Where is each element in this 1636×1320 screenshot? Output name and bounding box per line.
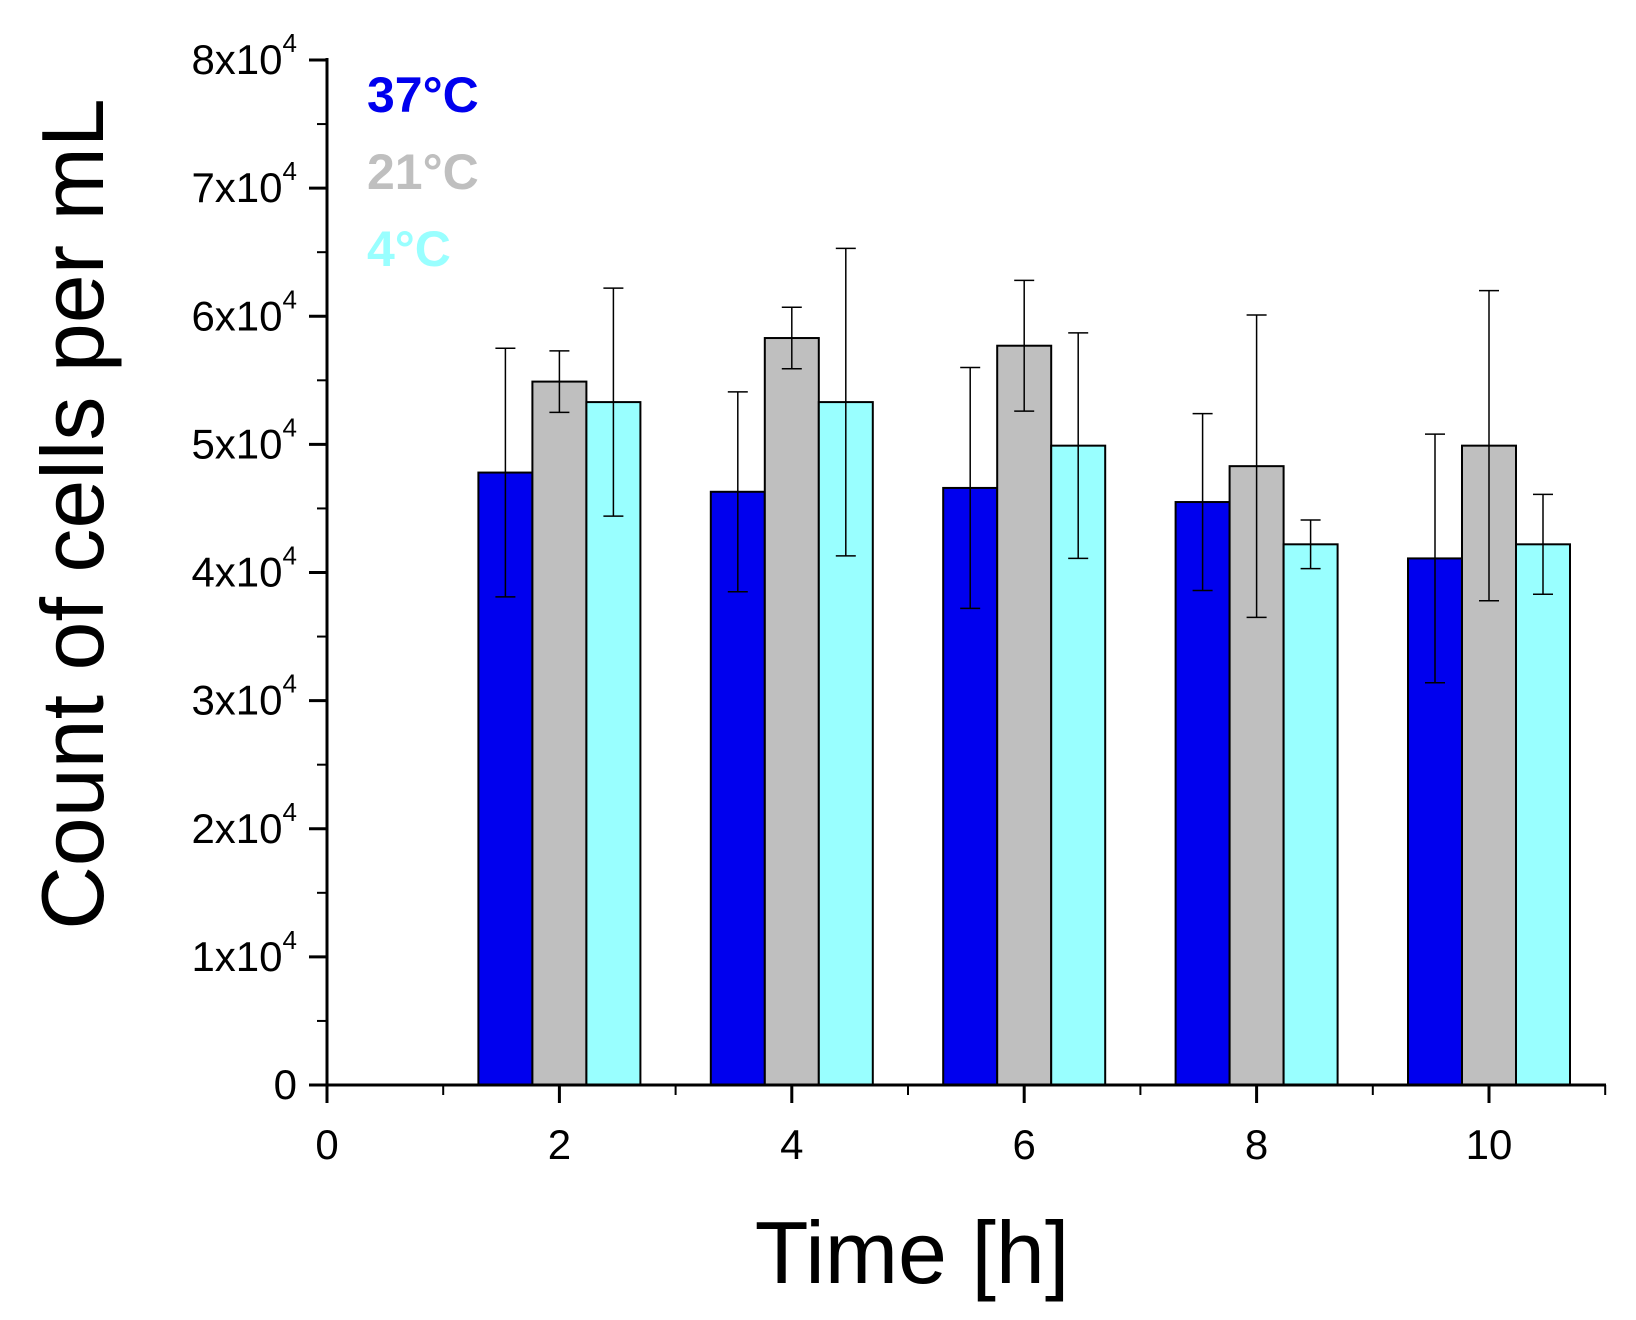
x-tick-label: 2: [548, 1121, 571, 1168]
y-tick-label: 6x104: [191, 284, 297, 339]
x-tick-label: 8: [1245, 1121, 1268, 1168]
error-bar-37CC-t8: [1192, 412, 1213, 592]
x-axis-title: Time [h]: [755, 1203, 1070, 1302]
y-tick-label: 4x104: [191, 541, 297, 596]
error-bar-4CC-t8: [1300, 519, 1321, 570]
y-tick-label: 5x104: [191, 412, 297, 467]
error-bar-4CC-t10: [1533, 493, 1553, 596]
error-bar-4CC-t2: [603, 287, 624, 517]
legend-entry-37CC: 37°C: [367, 67, 479, 123]
bar-4CC-t10: [1515, 543, 1571, 1086]
error-bars-layer: [495, 247, 1553, 684]
bars-layer: [477, 337, 1571, 1086]
x-tick-label: 6: [1013, 1121, 1036, 1168]
error-bar-4CC-t4: [835, 247, 856, 557]
y-tick-label: 2x104: [191, 797, 297, 852]
error-bar-21CC-t10: [1479, 289, 1499, 602]
y-tick-label: 8x104: [191, 28, 297, 83]
bar-21CC-t2: [531, 380, 588, 1086]
bar-4CC-t4: [817, 401, 874, 1086]
y-tick-label: 3x104: [191, 669, 297, 724]
error-bar-4CC-t6: [1068, 332, 1089, 560]
error-bar-21CC-t2: [549, 350, 570, 414]
legend: 37°C 21°C 4°C: [367, 67, 479, 277]
x-tick-label: 4: [780, 1121, 803, 1168]
error-bar-21CC-t4: [781, 306, 802, 370]
bar-21CC-t4: [763, 337, 820, 1086]
error-bar-37CC-t4: [727, 391, 748, 593]
legend-entry-4CC: 4°C: [367, 221, 451, 277]
tick-labels-layer: 0 1x104 2x104 3x104 4x104 5x104 6x104 7x104 8x10…: [191, 28, 1512, 1168]
y-tick-label: 1x104: [191, 925, 297, 980]
error-bar-21CC-t6: [1014, 279, 1035, 412]
error-bar-21CC-t8: [1246, 314, 1267, 619]
x-tick-label: 0: [315, 1121, 338, 1168]
bar-21CC-t6: [996, 344, 1053, 1086]
x-tick-label: 10: [1466, 1121, 1513, 1168]
axes-layer: [309, 58, 1607, 1103]
y-axis-title: Count of cells per mL: [23, 98, 122, 930]
error-bar-37CC-t2: [495, 347, 516, 598]
y-tick-label: 7x104: [191, 156, 297, 211]
error-bar-37CC-t10: [1425, 433, 1445, 684]
bar-4CC-t8: [1282, 543, 1339, 1086]
legend-entry-21CC: 21°C: [367, 144, 479, 200]
error-bar-37CC-t6: [960, 366, 981, 610]
y-tick-label: 0: [274, 1061, 297, 1108]
